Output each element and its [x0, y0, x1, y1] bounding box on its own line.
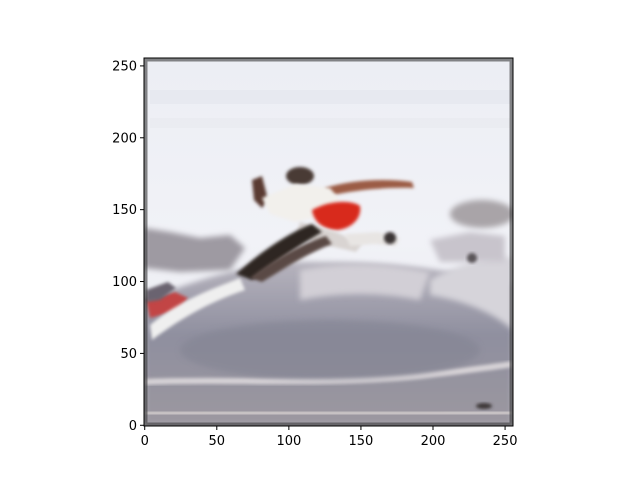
- y-tick-label: 250: [112, 59, 137, 74]
- y-tick-label: 100: [112, 275, 137, 290]
- y-tick-label: 50: [120, 347, 137, 362]
- y-tick-label: 0: [129, 419, 137, 434]
- x-tick-label: 50: [209, 434, 226, 449]
- skater-figure: [236, 167, 477, 282]
- x-tick-label: 0: [141, 434, 149, 449]
- skateboarder-photo: [144, 58, 513, 426]
- x-tick-label: 150: [349, 434, 374, 449]
- x-tick-label: 200: [421, 434, 446, 449]
- x-tick-label: 100: [276, 434, 301, 449]
- axes-frame: [143, 57, 514, 427]
- x-axis: 0 50 100 150 200 250: [141, 426, 518, 449]
- y-tick-label: 150: [112, 203, 137, 218]
- x-tick-label: 250: [493, 434, 518, 449]
- y-axis: 0 50 100 150 200 250: [112, 59, 144, 434]
- y-tick-label: 200: [112, 131, 137, 146]
